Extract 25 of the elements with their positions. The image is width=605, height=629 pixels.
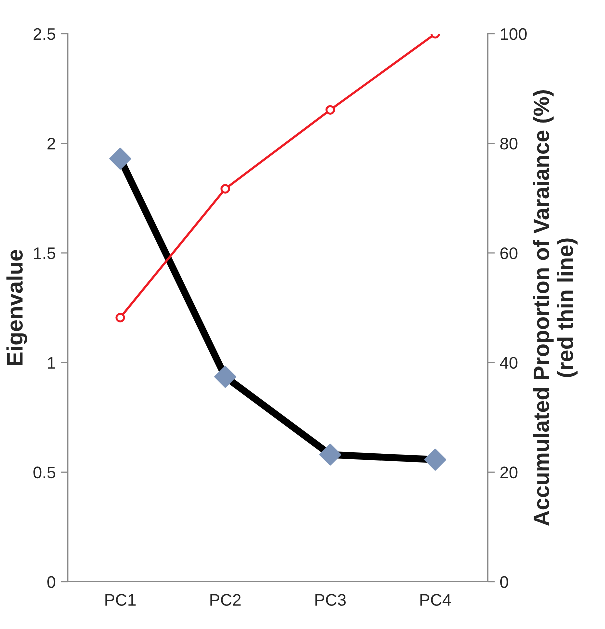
y2-tick-label: 20 xyxy=(500,466,518,479)
x-tick-label: PC1 xyxy=(106,594,136,606)
y2-tick-label: 40 xyxy=(500,357,518,370)
point xyxy=(320,444,342,466)
x-tick-label: PC2 xyxy=(210,594,241,606)
y2-tick-label: 80 xyxy=(500,138,518,150)
y-tick-label: 0.5 xyxy=(34,466,56,479)
y2-tick-label: 0 xyxy=(500,576,508,588)
y2-axis-title: Accumulated Proportion of Varaiance (%) (red thin line) xyxy=(533,90,578,526)
point xyxy=(424,448,446,471)
x-tick-label: PC3 xyxy=(316,594,346,606)
y-tick-label: 1 xyxy=(48,357,56,369)
y-tick-label: 1.5 xyxy=(34,248,56,260)
point xyxy=(116,313,126,323)
y-tick-label: 2.5 xyxy=(34,28,56,40)
point xyxy=(214,366,236,388)
point xyxy=(110,148,132,170)
y2-tick-label: 100 xyxy=(501,28,527,40)
y-axis-title: Eigenvalue xyxy=(6,250,28,366)
x-tick-label: PC4 xyxy=(420,594,452,606)
y-tick-label: 2 xyxy=(48,138,56,150)
y2-tick-label: 60 xyxy=(500,248,518,260)
point xyxy=(220,184,230,194)
point xyxy=(326,105,336,115)
y-tick-label: 0 xyxy=(48,576,56,588)
